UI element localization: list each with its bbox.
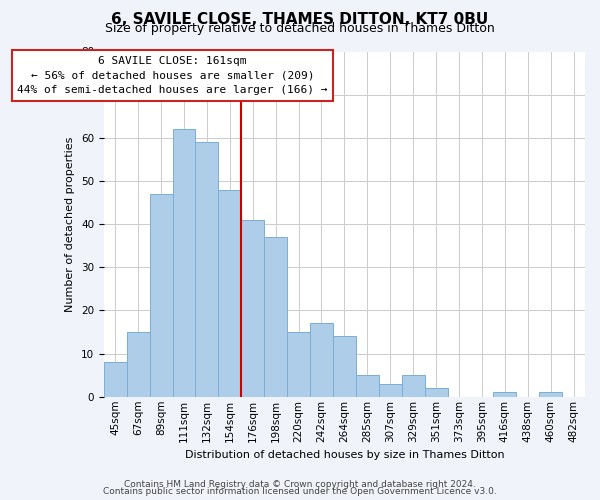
Text: 6 SAVILE CLOSE: 161sqm
← 56% of detached houses are smaller (209)
44% of semi-de: 6 SAVILE CLOSE: 161sqm ← 56% of detached… bbox=[17, 56, 328, 96]
Text: Contains public sector information licensed under the Open Government Licence v3: Contains public sector information licen… bbox=[103, 487, 497, 496]
Bar bbox=[241, 220, 264, 397]
Text: Size of property relative to detached houses in Thames Ditton: Size of property relative to detached ho… bbox=[105, 22, 495, 35]
Bar bbox=[333, 336, 356, 397]
Bar bbox=[264, 237, 287, 397]
Bar bbox=[401, 375, 425, 397]
Bar bbox=[218, 190, 241, 397]
Text: Contains HM Land Registry data © Crown copyright and database right 2024.: Contains HM Land Registry data © Crown c… bbox=[124, 480, 476, 489]
Bar bbox=[425, 388, 448, 397]
Bar bbox=[379, 384, 401, 397]
Bar bbox=[149, 194, 173, 397]
Y-axis label: Number of detached properties: Number of detached properties bbox=[65, 136, 76, 312]
Bar bbox=[287, 332, 310, 397]
Bar bbox=[127, 332, 149, 397]
Bar bbox=[356, 375, 379, 397]
Bar bbox=[310, 324, 333, 397]
Bar bbox=[196, 142, 218, 397]
Bar bbox=[104, 362, 127, 397]
Bar bbox=[493, 392, 516, 397]
X-axis label: Distribution of detached houses by size in Thames Ditton: Distribution of detached houses by size … bbox=[185, 450, 504, 460]
Bar bbox=[539, 392, 562, 397]
Text: 6, SAVILE CLOSE, THAMES DITTON, KT7 0BU: 6, SAVILE CLOSE, THAMES DITTON, KT7 0BU bbox=[112, 12, 488, 28]
Bar bbox=[173, 129, 196, 397]
